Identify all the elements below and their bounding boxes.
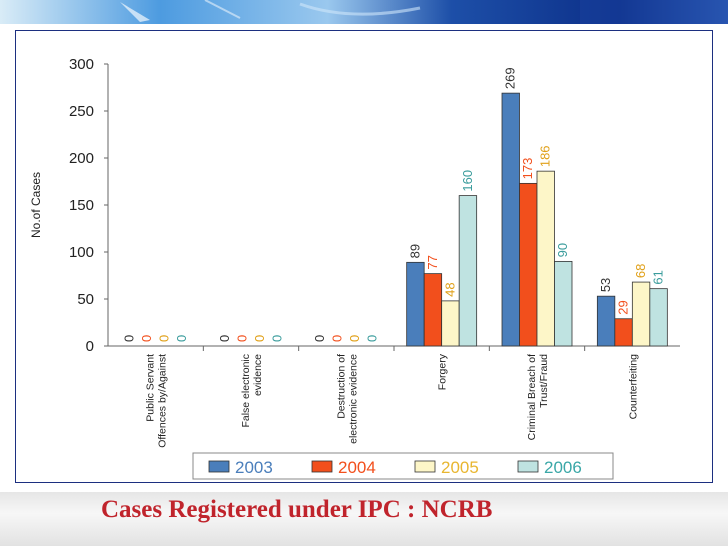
bar-2006: [458, 195, 478, 347]
footer-bar: [0, 492, 728, 546]
data-label-2003: 0: [217, 335, 232, 342]
y-axis-title: No.of Cases: [29, 172, 43, 238]
bar-2003: [406, 261, 425, 347]
legend-label-2003: 2003: [235, 458, 273, 477]
data-label-2003: 53: [598, 278, 613, 292]
data-label-2005: 68: [633, 264, 648, 278]
x-category-label: electronic evidence: [347, 354, 359, 444]
data-label-2003: 0: [312, 335, 327, 342]
data-label-2004: 29: [616, 300, 631, 314]
data-label-2003: 269: [503, 67, 518, 89]
y-tick-label: 300: [69, 56, 94, 73]
x-category-label: Destruction of: [335, 354, 347, 419]
legend-box: [192, 452, 614, 480]
x-category-label: Trust/Fraud: [538, 354, 550, 408]
data-label-2004: 0: [330, 335, 345, 342]
legend-swatch-2006: [517, 460, 539, 473]
x-category-label: Counterfeiting: [627, 354, 639, 420]
chart-frame: 0 50 100 150 200 250 300 No.of Cases Public Serv…: [15, 30, 713, 483]
x-category-label: Offences by/Against: [157, 354, 169, 448]
header-banner: [0, 0, 728, 24]
legend-swatch-2004: [311, 460, 333, 473]
x-category-label: Criminal Breach of: [526, 354, 538, 440]
data-label-2004: 173: [520, 158, 535, 180]
bar-2003: [501, 92, 520, 347]
y-tick-label: 100: [69, 244, 94, 261]
bar-2004: [423, 273, 443, 347]
y-tick-label: 0: [86, 338, 94, 355]
x-category-label: False electronic: [240, 354, 252, 428]
legend-swatch-2003: [208, 460, 230, 473]
x-category-label: Forgery: [437, 353, 449, 390]
banner-graphic: [0, 0, 728, 24]
data-label-2006: 0: [174, 335, 189, 342]
data-label-2006: 90: [555, 243, 570, 257]
data-label-2004: 0: [139, 335, 154, 342]
bar-2005: [536, 170, 555, 347]
data-label-2005: 0: [347, 335, 362, 342]
legend-label-2006: 2006: [544, 458, 582, 477]
bar-2006: [649, 288, 668, 347]
data-label-2005: 186: [538, 145, 553, 167]
data-label-2003: 89: [407, 244, 422, 258]
data-label-2005: 0: [252, 335, 267, 342]
x-category-label: Public Servant: [145, 354, 157, 422]
x-category-label: evidence: [252, 354, 264, 396]
y-tick-label: 50: [77, 291, 94, 308]
data-label-2006: 0: [365, 335, 380, 342]
bar-2004: [614, 318, 633, 347]
data-label-2005: 0: [156, 335, 171, 342]
data-label-2005: 48: [442, 282, 457, 296]
data-label-2006: 0: [269, 335, 284, 342]
bar-2005: [441, 300, 460, 347]
slide-caption: Cases Registered under IPC : NCRB: [101, 496, 493, 523]
data-label-2004: 77: [425, 255, 440, 269]
data-label-2003: 0: [121, 335, 136, 342]
y-tick-label: 200: [69, 150, 94, 167]
bar-2005: [631, 281, 651, 347]
data-label-2006: 61: [651, 270, 666, 284]
y-tick-label: 250: [69, 103, 94, 120]
data-label-2006: 160: [460, 170, 475, 192]
chart: 0 50 100 150 200 250 300 No.of Cases Public Serv…: [29, 56, 680, 480]
legend-swatch-2005: [414, 460, 436, 473]
y-tick-label: 150: [69, 197, 94, 214]
bar-2004: [519, 182, 538, 347]
bar-2006: [554, 260, 573, 347]
legend-label-2005: 2005: [441, 458, 479, 477]
data-label-2004: 0: [234, 335, 249, 342]
bar-2003: [596, 295, 616, 347]
legend-label-2004: 2004: [338, 458, 376, 477]
